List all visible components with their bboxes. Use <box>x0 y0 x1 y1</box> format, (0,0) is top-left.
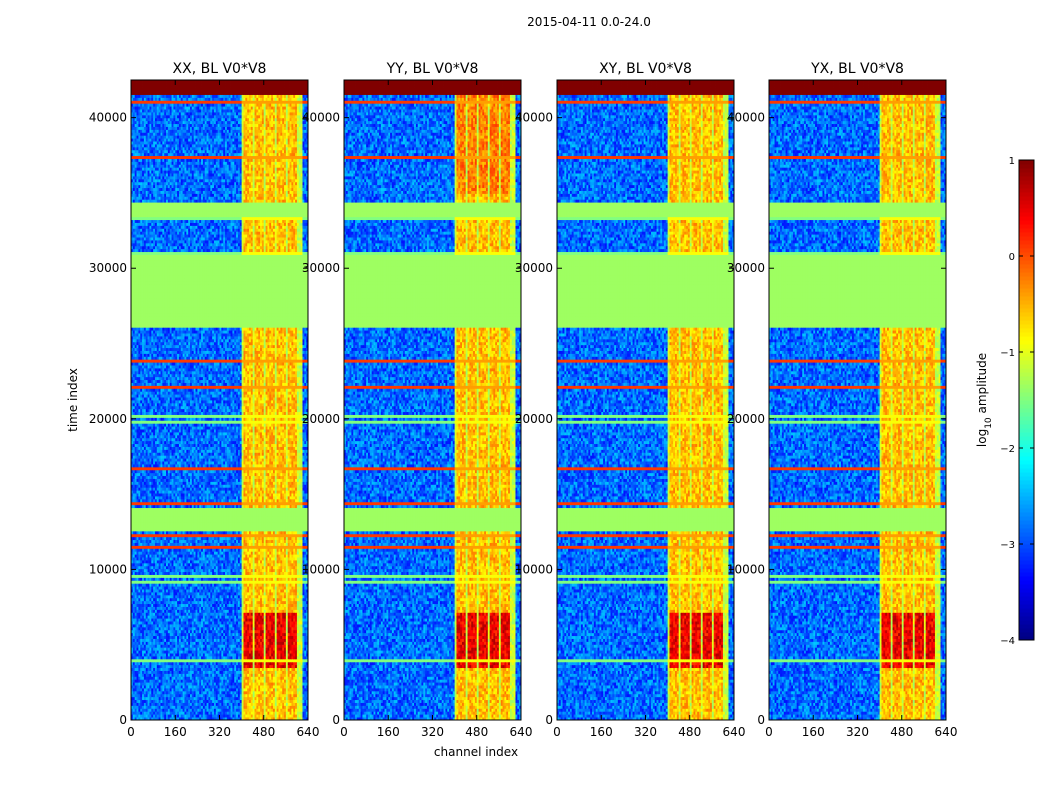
panel-xx: XX, BL V0*V80 160 320 480 640010000200003000… <box>89 61 320 739</box>
heatmap-cells <box>131 80 308 720</box>
figure-title: 2015-04-11 0.0-24.0 <box>527 15 651 29</box>
panels: XX, BL V0*V80 160 320 480 640010000200003000… <box>89 61 958 739</box>
figure: 2015-04-11 0.0-24.0 XX, BL V0*V80 160 320 4… <box>0 0 1050 800</box>
